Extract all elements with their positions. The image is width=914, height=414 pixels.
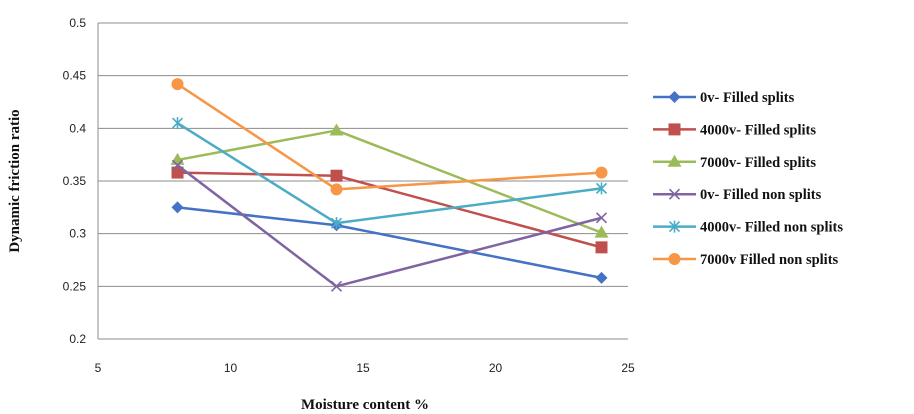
data-point: [595, 166, 608, 179]
legend-label: 0v- Filled splits: [700, 90, 795, 106]
data-point: [171, 166, 184, 179]
data-point: [595, 182, 608, 195]
x-axis-title: Moisture content %: [301, 397, 429, 413]
legend-marker: [668, 220, 681, 233]
data-point: [330, 217, 343, 230]
series-4: [171, 159, 608, 292]
legend-item: 0v- Filled splits: [653, 90, 795, 106]
data-point: [330, 169, 343, 182]
series-line: [177, 206, 602, 280]
legend-label: 0v- Filled non splits: [700, 187, 822, 203]
legend-marker: [668, 91, 681, 103]
y-tick-label: 0.45: [63, 69, 87, 83]
y-axis-title: Dynamic friction ratio: [7, 109, 23, 252]
x-tick-label: 10: [224, 361, 238, 375]
data-point: [330, 280, 343, 292]
series-group: [170, 78, 609, 292]
data-point: [171, 117, 184, 130]
legend-marker: [667, 154, 682, 167]
legend-item: 0v- Filled non splits: [653, 187, 822, 203]
data-point: [171, 78, 184, 91]
legend-marker: [668, 188, 681, 200]
y-tick-label: 0.2: [69, 332, 86, 346]
data-point: [171, 201, 184, 214]
legend-item: 7000v- Filled splits: [653, 154, 816, 171]
legend-marker: [668, 123, 681, 136]
series-5: [171, 117, 608, 230]
data-point: [171, 159, 184, 171]
legend-label: 7000v- Filled splits: [700, 155, 816, 171]
x-axis: 5 10 15 20 25: [95, 361, 635, 375]
y-tick-label: 0.35: [63, 174, 87, 188]
y-axis: 0.2 0.25 0.3 0.35 0.4 0.45 0.5: [63, 16, 87, 346]
x-tick-label: 20: [489, 361, 503, 375]
legend-label: 4000v- Filled non splits: [700, 220, 843, 236]
data-point: [595, 212, 608, 224]
legend-item: 7000v Filled non splits: [653, 252, 839, 268]
data-point: [594, 225, 609, 238]
legend: 0v- Filled splits 4000v- Filled splits 700…: [653, 90, 843, 268]
y-tick-label: 0.25: [63, 279, 87, 293]
data-point: [595, 271, 608, 284]
y-tick-label: 0.3: [69, 227, 86, 241]
series-2: [171, 166, 608, 254]
legend-item: 4000v- Filled splits: [653, 122, 816, 138]
x-tick-label: 5: [95, 361, 102, 375]
legend-marker: [668, 253, 681, 265]
legend-item: 4000v- Filled non splits: [653, 220, 843, 236]
data-point: [330, 183, 343, 196]
x-tick-label: 15: [356, 361, 370, 375]
data-point: [595, 241, 608, 254]
series-line: [176, 164, 602, 288]
x-tick-label: 25: [621, 361, 635, 375]
y-tick-label: 0.4: [69, 121, 86, 135]
grid-lines: [97, 22, 628, 340]
data-point: [329, 123, 344, 136]
y-tick-label: 0.5: [69, 16, 86, 30]
legend-label: 4000v- Filled splits: [700, 122, 816, 138]
legend-label: 7000v Filled non splits: [700, 252, 839, 268]
series-6: [171, 78, 608, 196]
